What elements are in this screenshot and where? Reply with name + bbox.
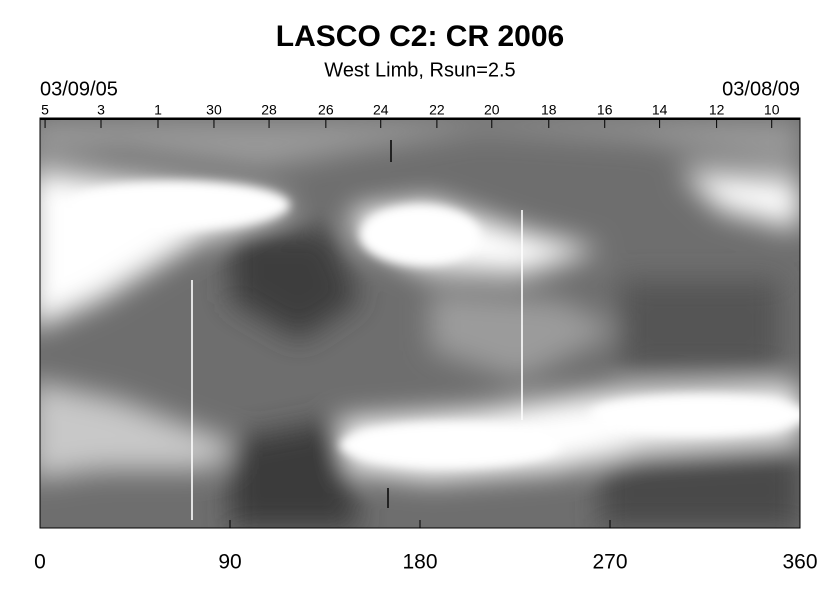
x2-tick-label: 18: [541, 102, 557, 118]
chart-subtitle: West Limb, Rsun=2.5: [324, 59, 515, 81]
x2-tick-label: 3: [97, 102, 105, 118]
x2-tick-label: 22: [429, 102, 445, 118]
x2-tick-label: 24: [373, 102, 389, 118]
start-date: 03/09/05: [40, 78, 118, 100]
x2-tick-label: 30: [206, 102, 222, 118]
x-tick-label: 180: [402, 551, 437, 574]
chart-title: LASCO C2: CR 2006: [276, 20, 564, 53]
x2-tick-label: 16: [597, 102, 613, 118]
end-date: 03/08/09: [722, 78, 800, 100]
x2-tick-label: 1: [154, 102, 162, 118]
top-axis: [40, 118, 800, 120]
x-tick-label: 0: [34, 551, 46, 574]
x2-tick-label: 14: [652, 102, 668, 118]
x2-tick-label: 10: [764, 102, 780, 118]
x-tick-label: 270: [592, 551, 627, 574]
x2-tick-label: 12: [709, 102, 725, 118]
x-tick-label: 360: [782, 551, 817, 574]
x2-tick-label: 5: [41, 102, 49, 118]
x2-tick-label: 20: [484, 102, 500, 118]
x-tick-label: 90: [218, 551, 241, 574]
x2-tick-label: 28: [261, 102, 277, 118]
x2-tick-label: 26: [318, 102, 334, 118]
synoptic-map: [40, 118, 800, 528]
